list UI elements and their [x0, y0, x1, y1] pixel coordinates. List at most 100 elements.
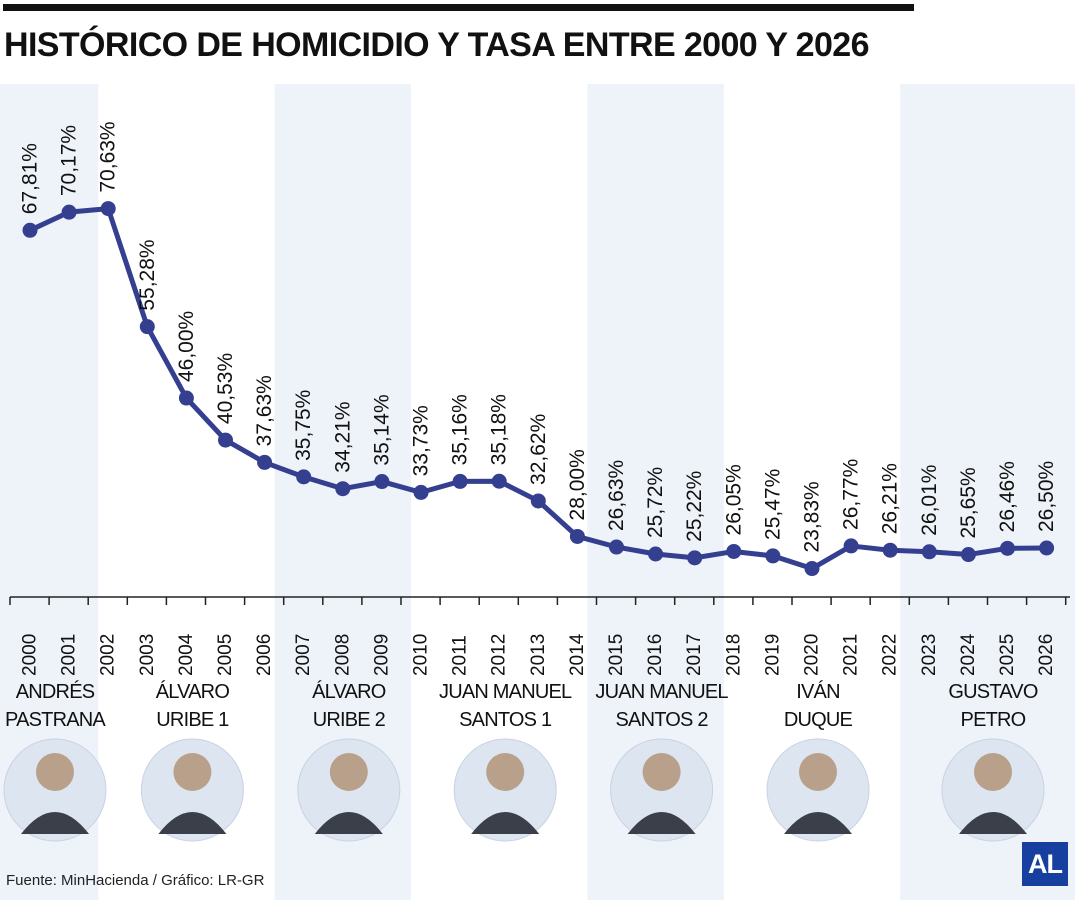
x-tick-label: 2003	[137, 634, 158, 676]
brand-logo: AL	[1022, 842, 1068, 886]
data-point	[609, 539, 624, 555]
data-label: 25,22%	[683, 471, 706, 542]
data-point	[726, 543, 742, 559]
data-point	[61, 204, 77, 220]
data-label: 26,77%	[840, 459, 863, 530]
president-portrait	[941, 738, 1045, 842]
data-point	[882, 542, 898, 558]
x-tick-label: 2025	[997, 634, 1018, 676]
data-label: 70,17%	[58, 125, 81, 196]
data-label: 26,50%	[1035, 461, 1058, 532]
president-portrait	[140, 738, 244, 842]
data-label: 55,28%	[136, 239, 159, 310]
data-point	[765, 548, 781, 564]
data-point	[530, 493, 546, 509]
data-point	[452, 473, 468, 489]
data-point	[257, 454, 273, 470]
data-point	[687, 550, 703, 566]
data-label: 34,21%	[331, 401, 354, 472]
x-tick-label: 2010	[411, 634, 432, 676]
data-label: 25,47%	[761, 469, 784, 540]
x-tick-label: 2005	[215, 634, 236, 676]
x-tick-label: 2011	[450, 635, 471, 676]
x-tick-label: 2020	[802, 634, 823, 676]
x-tick-label: 2016	[645, 634, 666, 676]
x-tick-label: 2021	[841, 634, 862, 676]
portrait-head	[329, 753, 368, 791]
data-point	[921, 544, 937, 560]
portrait-head	[974, 753, 1012, 791]
x-tick-label: 2013	[528, 634, 549, 676]
president-portrait	[297, 738, 401, 842]
data-point	[218, 432, 233, 448]
x-tick-label: 2008	[332, 634, 353, 676]
data-label: 26,21%	[879, 463, 902, 534]
x-tick-label: 2001	[59, 634, 80, 676]
portrait-shoulders	[784, 812, 852, 834]
portrait-shoulders	[21, 812, 89, 834]
x-tick-label: 2012	[489, 634, 510, 676]
data-label: 32,62%	[527, 414, 550, 485]
data-label: 26,63%	[605, 460, 628, 531]
x-tick-label: 2009	[371, 634, 392, 676]
data-point	[804, 561, 820, 577]
data-label: 40,53%	[214, 353, 237, 424]
data-label: 26,05%	[722, 464, 745, 535]
title-top-rule	[3, 4, 914, 11]
data-point	[374, 474, 390, 490]
portrait-head	[173, 753, 212, 791]
x-tick-label: 2015	[606, 634, 627, 676]
data-label: 28,00%	[566, 449, 589, 520]
x-tick-label: 2023	[919, 634, 940, 676]
data-label: 35,16%	[449, 394, 472, 465]
data-label: 26,46%	[996, 461, 1019, 532]
data-label: 25,65%	[957, 467, 980, 538]
data-label: 37,63%	[253, 375, 276, 446]
x-tick-label: 2006	[254, 634, 275, 676]
data-point	[491, 473, 507, 489]
data-point	[100, 201, 116, 217]
data-label: 25,72%	[644, 467, 667, 538]
president-portrait	[3, 738, 107, 842]
data-point	[413, 484, 429, 500]
data-label: 33,73%	[410, 405, 433, 476]
data-label: 46,00%	[175, 311, 198, 382]
president-portrait	[610, 738, 714, 842]
portrait-shoulders	[471, 812, 540, 834]
data-point	[648, 546, 664, 562]
portrait-head	[799, 753, 837, 791]
source-note: Fuente: MinHacienda / Gráfico: LR-GR	[6, 872, 265, 889]
data-point	[296, 469, 312, 485]
portrait-head	[486, 753, 525, 791]
data-point	[139, 319, 155, 335]
x-tick-label: 2017	[684, 634, 705, 676]
data-label: 35,14%	[370, 394, 393, 465]
data-label: 35,18%	[488, 394, 511, 465]
data-point	[22, 222, 38, 238]
x-tick-label: 2026	[1036, 634, 1057, 676]
x-tick-label: 2004	[176, 633, 197, 676]
portrait-shoulders	[314, 812, 383, 834]
x-tick-label: 2000	[20, 634, 41, 676]
x-tick-label: 2007	[293, 634, 314, 676]
data-point	[335, 481, 351, 497]
portrait-shoulders	[158, 812, 227, 834]
portrait-shoulders	[959, 812, 1027, 834]
portrait-head	[36, 753, 74, 791]
x-tick-label: 2014	[567, 633, 588, 676]
x-tick-label: 2018	[723, 634, 744, 676]
data-point	[843, 538, 859, 554]
data-label: 35,75%	[292, 390, 315, 461]
portrait-head	[642, 753, 681, 791]
x-tick-label: 2024	[958, 633, 979, 676]
x-tick-label: 2022	[880, 634, 901, 676]
data-label: 67,81%	[19, 143, 42, 214]
x-tick-label: 2019	[762, 634, 783, 676]
chart-title: HISTÓRICO DE HOMICIDIO Y TASA ENTRE 2000…	[4, 26, 869, 64]
portrait-shoulders	[627, 812, 696, 834]
data-label: 26,01%	[918, 465, 941, 536]
president-portrait	[766, 738, 870, 842]
data-point	[960, 547, 976, 563]
data-point	[178, 390, 194, 406]
